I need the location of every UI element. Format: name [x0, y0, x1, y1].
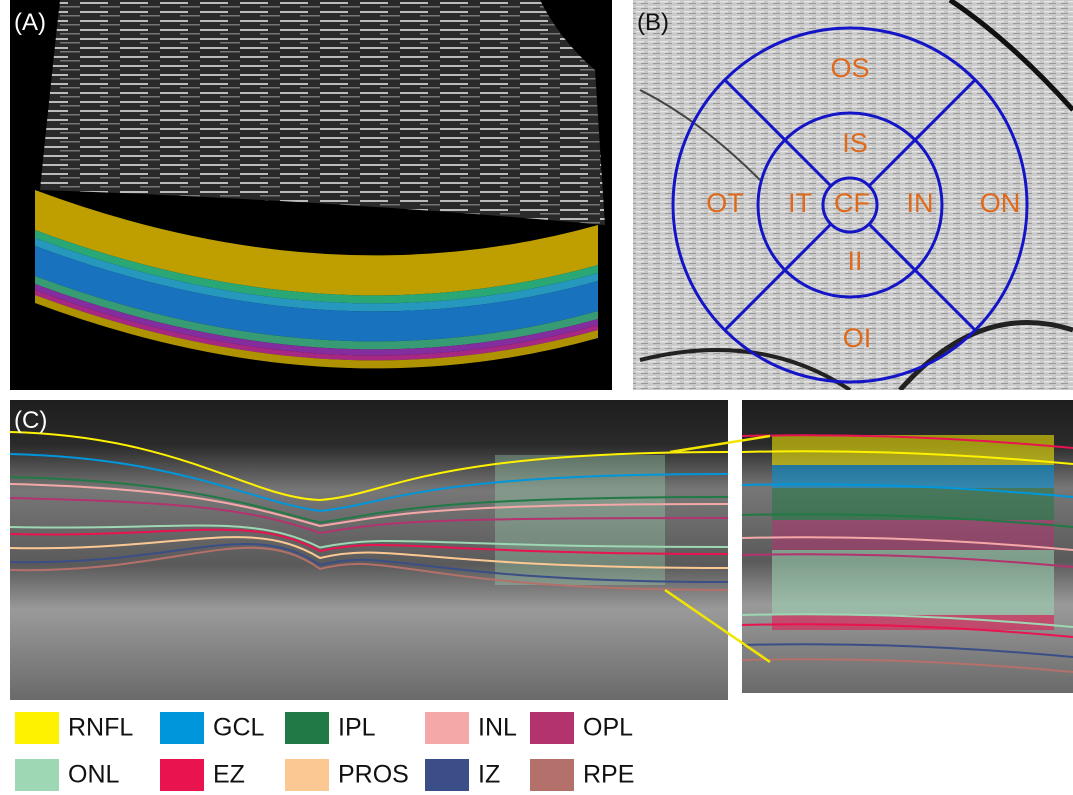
layer-boundary	[9, 431, 729, 502]
layer-boundary	[9, 543, 729, 583]
legend-swatch	[285, 712, 329, 744]
legend-label: PROS	[338, 761, 409, 789]
legend-swatch	[530, 759, 574, 791]
sector-label: IN	[907, 188, 934, 218]
panel-label: (B)	[637, 9, 669, 36]
legend-swatch	[425, 712, 469, 744]
layer-boundary	[741, 623, 1073, 638]
layer-boundary	[9, 453, 729, 513]
legend-label: ONL	[68, 761, 120, 789]
layer-boundary	[741, 513, 1073, 528]
panel-label: (A)	[14, 9, 46, 36]
vessel	[898, 320, 1073, 390]
legend-label: OPL	[583, 714, 633, 742]
legend-swatch	[15, 712, 59, 744]
layer-boundary	[741, 434, 1073, 449]
layer-boundary	[9, 528, 729, 555]
legend-swatch	[160, 759, 204, 791]
layer-boundary	[9, 546, 729, 591]
zoom-layer	[772, 465, 1054, 488]
sector-label: CF	[834, 188, 870, 218]
layer-band	[35, 284, 598, 356]
layer-band	[35, 246, 598, 342]
zoom-layer	[772, 550, 1054, 615]
legend-label: EZ	[213, 761, 245, 789]
sector-label: OS	[830, 53, 869, 83]
panel-c	[10, 400, 728, 700]
sector-label: OT	[706, 188, 744, 218]
zoom-connector	[664, 434, 771, 664]
legend-label: INL	[478, 714, 517, 742]
sector-label: IT	[788, 188, 812, 218]
legend-swatch	[15, 759, 59, 791]
layer-boundary	[741, 658, 1073, 673]
legend-swatch	[160, 712, 204, 744]
outer-ring	[671, 26, 1029, 384]
layer-boundary	[9, 476, 729, 524]
layer-boundary	[741, 613, 1073, 628]
layer-boundary	[9, 497, 729, 535]
zoom-layer	[772, 435, 1054, 465]
layer-band	[35, 238, 598, 312]
inner-ring	[756, 111, 944, 299]
layer-band	[35, 295, 598, 369]
legend-swatch	[530, 712, 574, 744]
legend-label: RNFL	[68, 714, 133, 742]
layer-band	[35, 230, 598, 304]
legend-label: IZ	[478, 761, 500, 789]
sector-label: II	[847, 246, 862, 276]
layer-boundary	[9, 536, 729, 569]
layer-boundary	[741, 553, 1073, 568]
layer-band	[35, 190, 598, 296]
sector-label: OI	[843, 323, 872, 353]
vessel	[639, 89, 761, 181]
legend-swatch	[285, 759, 329, 791]
etdrs-grid	[671, 26, 1029, 384]
layer-boundary	[741, 536, 1073, 551]
legend-swatch	[425, 759, 469, 791]
legend-label: GCL	[213, 714, 265, 742]
legend-label: RPE	[583, 761, 634, 789]
zoom-layer	[772, 615, 1054, 630]
layer-boundary	[9, 524, 729, 549]
legend-label: IPL	[338, 714, 376, 742]
layer-boundary	[741, 643, 1073, 658]
sector-label: IS	[842, 128, 868, 158]
center-ring	[821, 176, 879, 234]
panel-b	[633, 0, 1073, 390]
layer-boundary	[9, 483, 729, 528]
volume-texture	[40, 0, 605, 225]
sector-lines	[723, 78, 977, 332]
layer-stack	[35, 190, 598, 369]
vessel	[948, 0, 1073, 112]
panel-label: (C)	[14, 407, 47, 434]
sector-label: ON	[980, 188, 1021, 218]
layer-boundary	[741, 450, 1073, 465]
layer-boundary	[741, 483, 1073, 498]
layer-band	[35, 276, 598, 350]
